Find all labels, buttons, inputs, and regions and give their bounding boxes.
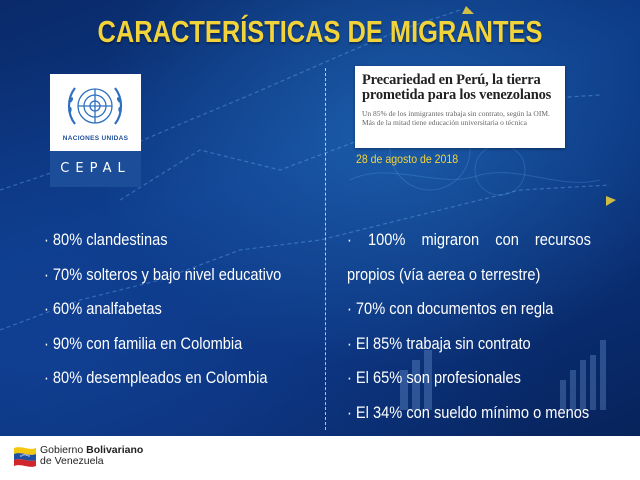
venezuela-flag-icon [14, 447, 36, 467]
list-item: · 60% analfabetas [44, 299, 162, 318]
footer: Gobierno Bolivariano de Venezuela [0, 436, 640, 480]
gov-bold: Bolivariano [86, 444, 144, 456]
list-item: · El 85% trabaja sin contrato [347, 333, 531, 353]
page-title: CARACTERÍSTICAS DE MIGRANTES [97, 14, 543, 49]
news-summary: Un 85% de los inmigrantes trabaja sin co… [362, 109, 550, 127]
list-item: · El 65% son profesionales [347, 368, 521, 387]
news-date: 28 de agosto de 2018 [356, 152, 459, 166]
cepal-un-logo: NACIONES UNIDAS CEPAL [50, 74, 141, 187]
left-characteristics-list: · 80% clandestinas · 70% solteros y bajo… [44, 226, 320, 399]
news-clipping: Precariedad en Perú, la tierra prometida… [355, 66, 565, 148]
cepal-label: CEPAL [50, 151, 141, 187]
gov-line2: de Venezuela [40, 455, 104, 467]
list-item: · 100% migraron con recursos [347, 230, 591, 249]
gov-prefix: Gobierno [40, 444, 87, 456]
news-headline: Precariedad en Perú, la tierra prometida… [362, 72, 552, 103]
list-item: · 90% con familia en Colombia [44, 333, 243, 353]
list-item: · 80% clandestinas [44, 230, 168, 249]
column-divider [325, 68, 326, 430]
slide-background: CARACTERÍSTICAS DE MIGRANTES NACIONES [0, 0, 640, 436]
government-logo-text: Gobierno Bolivariano de Venezuela [40, 445, 143, 467]
list-item: · 80% desempleados en Colombia [44, 368, 268, 387]
un-label: NACIONES UNIDAS [62, 135, 129, 142]
list-item-continuation: propios (vía aerea o terrestre) [347, 264, 541, 284]
list-item: · El 34% con sueldo mínimo o menos [347, 402, 590, 422]
list-item: · 70% con documentos en regla [347, 299, 554, 318]
list-item: · 70% solteros y bajo nivel educativo [44, 264, 282, 284]
right-characteristics-list: · 100% migraron con recursos propios (ví… [347, 226, 631, 433]
un-emblem-icon [67, 87, 123, 125]
